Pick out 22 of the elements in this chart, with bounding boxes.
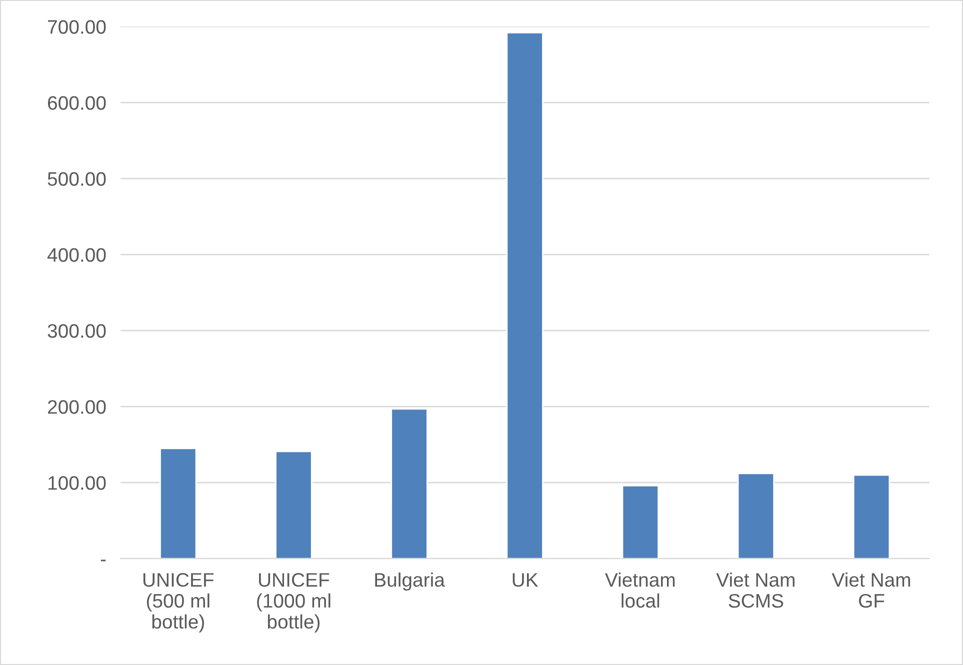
bar <box>506 32 544 559</box>
bar <box>275 450 312 559</box>
bar <box>737 472 775 559</box>
x-tick-label: UK <box>512 573 538 587</box>
x-tick-label: Bulgaria <box>375 572 445 591</box>
y-tick-label: 300.00 <box>48 324 106 338</box>
y-tick-label: 700.00 <box>48 20 106 34</box>
y-tick-label: 200.00 <box>48 400 106 414</box>
bar <box>852 474 890 559</box>
x-tick-label: Viet Nam GF <box>832 572 910 608</box>
x-tick-label: UNICEF (500 ml bottle) <box>143 573 214 632</box>
y-tick-label: 400.00 <box>47 248 106 262</box>
y-tick-label: 600.00 <box>48 96 106 110</box>
x-tick-label: Viet Nam SCMS <box>716 572 794 608</box>
bar <box>160 448 197 559</box>
y-tick-label: 100.00 <box>48 476 106 490</box>
bar <box>622 484 659 559</box>
y-tick-label: - <box>100 560 106 562</box>
y-tick-label: 500.00 <box>48 172 106 186</box>
x-tick-label: Vietnam local <box>604 572 675 608</box>
bar <box>390 408 428 559</box>
x-tick-label: UNICEF (1000 ml bottle) <box>257 573 330 632</box>
